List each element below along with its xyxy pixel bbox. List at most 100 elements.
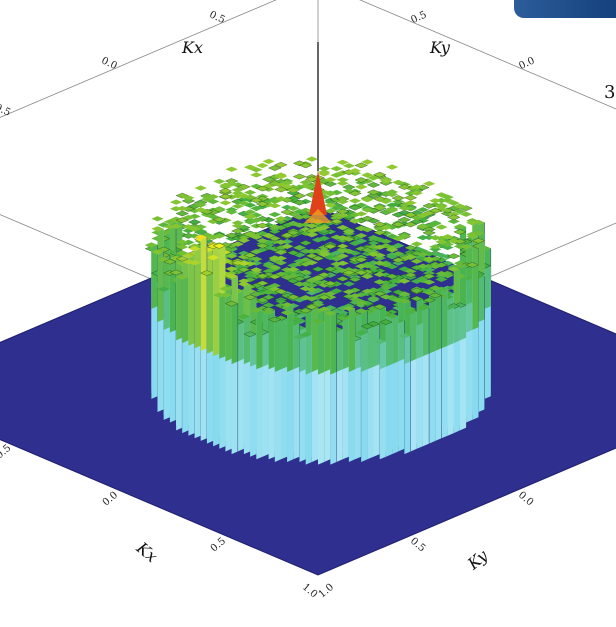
surface-cell <box>176 205 189 212</box>
surface-cell <box>459 211 473 217</box>
surface-cell <box>188 226 201 232</box>
central-peak-line <box>304 42 332 223</box>
surface-cell <box>324 310 337 316</box>
surface-cell <box>397 216 412 223</box>
surface-cell <box>287 205 300 211</box>
surface-cell <box>404 200 417 206</box>
surface-cell <box>237 184 251 190</box>
surface-cell <box>361 273 374 280</box>
surface-cell <box>361 197 374 203</box>
surface-cell <box>250 307 263 313</box>
surface-cell <box>323 181 337 187</box>
wall-cell-top <box>324 309 331 372</box>
wall-cell-top <box>219 295 226 359</box>
surface-cell <box>361 159 374 165</box>
axis-label-kx-top: Kx <box>181 38 203 57</box>
wall-cell-top <box>398 320 405 362</box>
surface-cell <box>318 224 331 231</box>
surface-cell <box>274 239 288 245</box>
surface-cell <box>249 197 263 203</box>
wall-cell-top <box>459 305 467 341</box>
surface-cell <box>175 210 189 217</box>
surface-cell <box>324 254 337 261</box>
surface-cell <box>225 266 238 272</box>
surface-cell <box>250 205 263 212</box>
surface-cell <box>299 307 313 314</box>
tick-ky-bottom: 0.0 <box>101 490 120 509</box>
wall-cell-top <box>237 321 244 362</box>
surface-cell <box>224 300 239 307</box>
axis-label-ky-bottom: Ky <box>463 545 492 574</box>
surface-cell <box>324 177 337 183</box>
surface-cell <box>299 198 312 205</box>
surface-cell <box>292 199 307 206</box>
surface-cell <box>354 269 368 276</box>
surface-cell <box>453 208 467 214</box>
surface-cell <box>163 224 177 230</box>
surface-cell <box>361 288 374 294</box>
surface-cell <box>231 190 244 196</box>
surface-cell <box>422 279 436 285</box>
surface-cell <box>299 257 312 263</box>
surface-mesh <box>144 156 492 465</box>
surface-cell <box>385 254 399 260</box>
surface-cell <box>361 172 374 178</box>
surface-cell <box>176 239 189 245</box>
surface-cell <box>212 243 226 249</box>
surface-cell <box>176 250 189 256</box>
surface-cell <box>213 233 226 239</box>
surface-cell <box>379 294 393 300</box>
surface-cell <box>403 221 418 228</box>
surface-cell <box>305 248 318 255</box>
surface-cell <box>373 287 386 294</box>
tick-ky-bottom: 0.5 <box>209 536 228 555</box>
surface-cell <box>280 292 294 299</box>
surface-cell <box>175 192 189 199</box>
surface-cell <box>429 198 442 204</box>
surface-cell <box>255 297 270 303</box>
surface-cell <box>447 238 460 244</box>
surface-cell <box>367 305 380 312</box>
surface-cell <box>281 310 294 316</box>
surface-cell <box>262 289 275 295</box>
surface-cell <box>324 202 337 208</box>
surface-cell <box>311 275 325 281</box>
surface-cell <box>299 162 313 169</box>
surface-cell <box>311 318 325 325</box>
surface-cell <box>274 255 288 261</box>
surface-cell <box>305 260 318 266</box>
surface-cell <box>213 178 226 184</box>
surface-cell <box>416 224 430 230</box>
surface-cell <box>355 184 368 190</box>
surface-cell <box>336 253 349 259</box>
surface-cell <box>466 233 479 239</box>
surface-cell <box>336 276 350 282</box>
surface-cell <box>404 308 417 315</box>
surface-cell <box>342 305 355 311</box>
surface-cell <box>243 331 257 337</box>
surface-cell <box>274 162 288 168</box>
surface-cell <box>318 235 331 241</box>
surface-cell <box>422 203 436 209</box>
surface-cell <box>348 212 362 218</box>
surface-cell <box>151 226 164 232</box>
surface-cell <box>151 249 164 255</box>
wall-cell-top <box>484 265 491 309</box>
surface-cell <box>318 306 331 312</box>
surface-cell <box>373 171 387 178</box>
surface-cell <box>404 254 417 260</box>
surface-cell <box>355 308 368 314</box>
tick-ky-bottom: -0.5 <box>0 443 13 464</box>
wall-cell-top <box>441 296 448 349</box>
surface-cell <box>391 257 405 263</box>
surface-cell <box>373 252 386 258</box>
surface-cell <box>299 269 312 275</box>
surface-cell <box>428 292 442 299</box>
surface-cell <box>397 184 412 190</box>
surface-cell <box>268 203 281 209</box>
surface-cell <box>466 220 479 226</box>
surface-cell <box>410 278 423 284</box>
surface-cell <box>243 202 257 208</box>
surface-cell <box>429 235 442 241</box>
